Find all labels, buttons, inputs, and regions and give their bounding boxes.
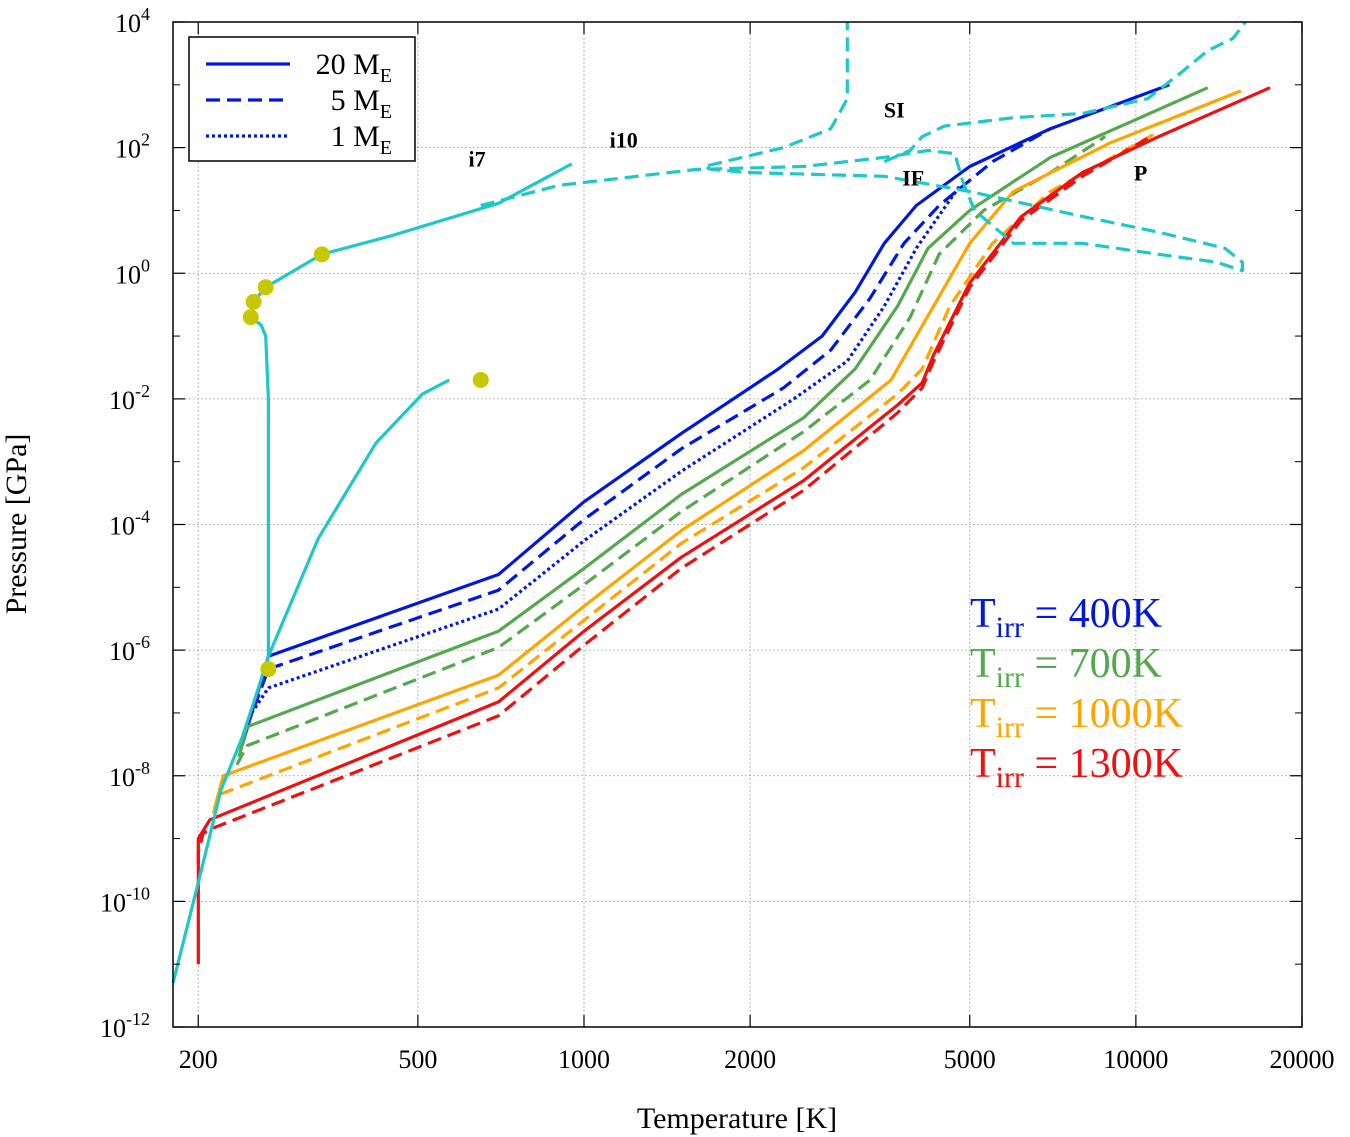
x-axis-title: Temperature [K]: [637, 1102, 837, 1135]
region-label: SI: [884, 98, 905, 123]
y-tick-label: 10-6: [109, 632, 150, 666]
series-line: [235, 135, 1107, 766]
y-tick-label: 10-4: [109, 507, 150, 541]
x-tick-label: 10000: [1103, 1045, 1168, 1074]
tirr-label: Tirr = 400K: [970, 591, 1162, 644]
phase-point-marker: [260, 661, 277, 678]
y-tick-label: 100: [115, 255, 150, 289]
region-labels: i7 i10 SI IF P: [468, 98, 1147, 191]
series-line: [250, 184, 962, 714]
x-tick-label: 2000: [724, 1045, 776, 1074]
x-tick-label: 5000: [944, 1045, 996, 1074]
phase-point-marker: [257, 279, 274, 296]
ticks: [173, 21, 1303, 1028]
region-label: i7: [468, 147, 485, 172]
y-tick-label: 102: [115, 130, 150, 164]
series-line: [212, 89, 1242, 810]
tirr-label: Tirr = 1000K: [970, 691, 1183, 744]
phase-point-marker: [313, 246, 330, 263]
series-group: [171, 21, 1271, 984]
y-tick-label: 10-2: [109, 381, 150, 415]
x-tick-label: 200: [179, 1045, 218, 1074]
y-tick-label: 10-10: [100, 883, 150, 917]
series-line: [171, 378, 451, 984]
y-tick-label: 104: [115, 4, 150, 38]
phase-point-marker: [472, 371, 489, 388]
legend-box: [188, 36, 416, 162]
marker-group: [242, 246, 489, 678]
phase-point-marker: [245, 293, 262, 310]
phase-point-marker: [242, 309, 259, 326]
series-line: [480, 22, 1244, 273]
x-tick-label: 1000: [558, 1045, 610, 1074]
x-tick-label: 20000: [1270, 1045, 1335, 1074]
y-axis-title: Pressure [GPa]: [0, 434, 33, 615]
series-line: [196, 137, 1149, 864]
legend-label: 20 ME: [316, 48, 392, 87]
x-tick-labels: 200 500 1000 2000 5000 10000 20000: [179, 1045, 1335, 1074]
x-tick-label: 500: [398, 1045, 437, 1074]
region-label: P: [1134, 160, 1147, 185]
legend: 20 ME5 ME1 ME: [188, 36, 416, 162]
y-tick-label: 10-8: [109, 758, 150, 792]
series-line: [196, 86, 1271, 965]
series-line: [240, 83, 1170, 747]
tirr-label: Tirr = 700K: [970, 641, 1162, 694]
region-label: i10: [610, 128, 638, 153]
series-line: [245, 127, 1052, 728]
series-line: [237, 86, 1209, 758]
region-label: IF: [902, 165, 924, 190]
tirr-label: Tirr = 1300K: [970, 741, 1183, 794]
y-tick-label: 10-12: [100, 1009, 150, 1043]
y-tick-labels: 10-12 10-10 10-8 10-6 10-4 10-2 100 102 104: [100, 4, 150, 1043]
series-line: [883, 21, 1247, 164]
